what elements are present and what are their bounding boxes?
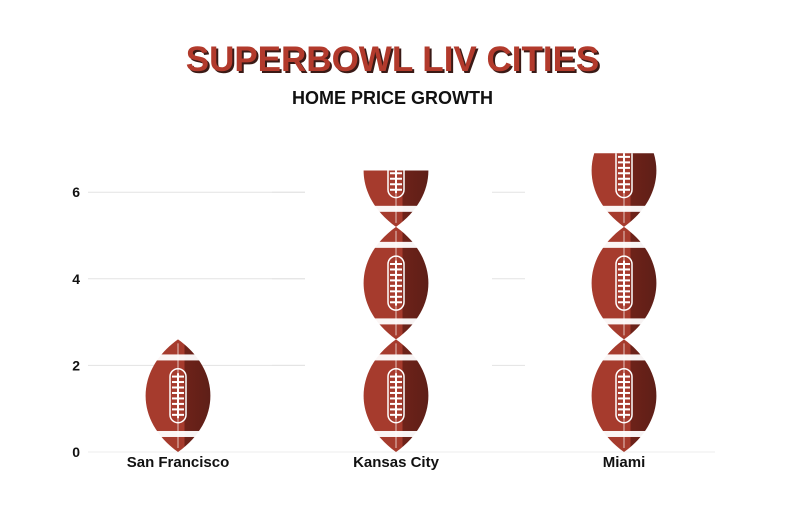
football-icon [363, 170, 429, 227]
x-tick-label: Miami [603, 454, 646, 471]
y-axis: 0 2 4 6 [72, 184, 80, 460]
football-icon [591, 226, 657, 340]
y-tick-label: 4 [72, 271, 80, 287]
bar-kansas-city [363, 170, 429, 452]
football-icon [591, 153, 657, 227]
y-tick-label: 0 [72, 444, 80, 460]
y-tick-label: 6 [72, 184, 80, 200]
bar-miami [591, 153, 657, 452]
football-icon [591, 339, 657, 452]
football-icon [363, 226, 429, 340]
chart-title: SUPERBOWL LIV CITIES [185, 40, 600, 79]
x-tick-label: Kansas City [353, 454, 440, 471]
x-axis: San Francisco Kansas City Miami [127, 454, 646, 471]
bars [145, 153, 657, 452]
x-tick-label: San Francisco [127, 454, 230, 471]
y-tick-label: 2 [72, 357, 80, 373]
chart-subtitle: HOME PRICE GROWTH [292, 88, 493, 108]
bar-san-francisco [145, 339, 211, 452]
football-icon [363, 339, 429, 452]
football-icon [145, 339, 211, 452]
